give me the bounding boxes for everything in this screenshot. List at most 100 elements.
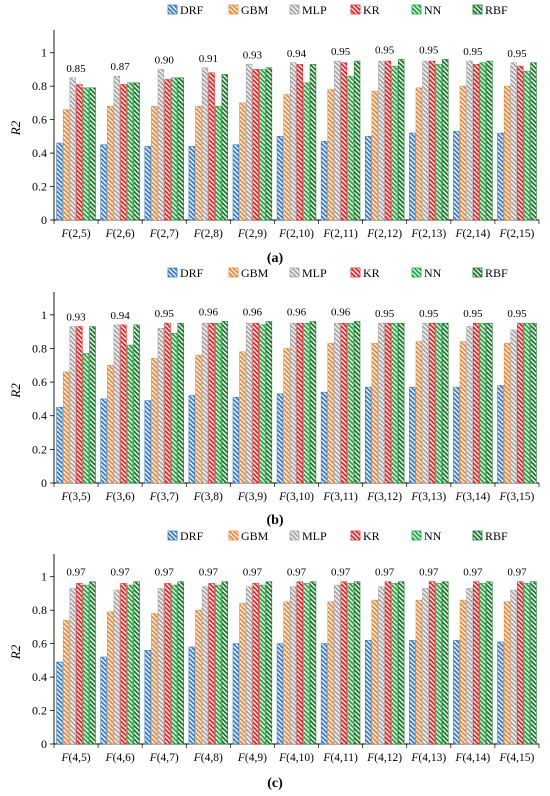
bar-mlp [510, 329, 517, 484]
bar-rbf [530, 581, 537, 745]
bar-nn [479, 583, 486, 745]
category-label: F(2,9) [237, 228, 267, 240]
bar-kr [384, 581, 392, 745]
bar-kr [340, 581, 348, 745]
bar-rbf [133, 324, 140, 484]
data-label: 0.95 [419, 44, 439, 56]
bar-kr [252, 583, 259, 745]
bar-drf [188, 146, 196, 221]
data-label: 0.96 [243, 307, 263, 319]
bar-gbm [107, 105, 114, 221]
data-label: 0.95 [463, 46, 483, 58]
legend-label-kr: KR [363, 529, 380, 543]
category-label: F(4,5) [61, 752, 91, 764]
bar-nn [303, 82, 310, 221]
data-label: 0.93 [243, 49, 263, 61]
bar-drf [364, 639, 372, 745]
bar-kr [208, 322, 215, 484]
bar-mlp [245, 586, 253, 745]
bar-drf [320, 141, 328, 221]
category-label: F(2,11) [322, 228, 358, 240]
bar-gbm [107, 611, 114, 745]
legend-swatch-mlp [289, 4, 300, 15]
bar-gbm [415, 87, 423, 221]
data-label: 0.97 [287, 567, 307, 579]
bar-rbf [353, 581, 361, 745]
category-label: F(4,14) [454, 752, 490, 764]
bar-gbm [195, 609, 202, 745]
bar-nn [170, 77, 178, 221]
bar-gbm [327, 89, 334, 221]
bar-mlp [466, 326, 473, 484]
bar-nn [347, 322, 354, 484]
bar-kr [472, 581, 480, 745]
bar-gbm [459, 341, 467, 484]
bar-rbf [442, 581, 449, 745]
category-label: F(2,7) [149, 228, 179, 240]
bar-kr [208, 72, 215, 221]
bar-drf [409, 639, 416, 745]
bar-nn [82, 584, 90, 745]
bar-kr [120, 84, 127, 221]
bar-drf [232, 144, 240, 221]
category-label: F(2,15) [499, 228, 535, 240]
bar-kr [428, 60, 436, 221]
category-label: F(4,15) [499, 752, 535, 764]
category-label: F(3,5) [61, 491, 91, 503]
y-tick-label: 0.8 [32, 341, 47, 355]
bar-drf [144, 650, 151, 745]
bar-kr [472, 64, 480, 221]
bar-mlp [378, 586, 385, 745]
bar-rbf [530, 62, 537, 221]
category-label: F(3,14) [454, 491, 490, 503]
bar-gbm [283, 601, 290, 745]
bar-rbf [177, 77, 184, 221]
bar-drf [100, 656, 107, 745]
bar-rbf [221, 321, 229, 484]
legend-label-nn: NN [424, 266, 442, 280]
bar-rbf [397, 581, 405, 745]
bar-kr [164, 79, 171, 221]
y-axis-label: R2 [8, 383, 23, 399]
legend-label-mlp: MLP [302, 529, 327, 543]
bar-mlp [157, 69, 165, 221]
legend-label-gbm: GBM [241, 3, 269, 17]
bar-rbf [133, 581, 140, 745]
bar-kr [76, 84, 83, 221]
legend-swatch-drf [167, 267, 178, 278]
bar-nn [391, 322, 398, 484]
y-tick-label: 0.6 [32, 375, 47, 389]
bar-mlp [69, 588, 76, 745]
category-label: F(2,6) [105, 228, 135, 240]
bar-drf [276, 393, 284, 484]
bar-rbf [442, 322, 449, 484]
bar-rbf [177, 322, 184, 484]
y-tick-label: 0.4 [32, 409, 47, 423]
data-label: 0.87 [111, 61, 131, 73]
legend-swatch-gbm [228, 4, 239, 15]
bar-drf [56, 142, 63, 221]
data-label: 0.97 [507, 567, 527, 579]
legend-label-rbf: RBF [485, 266, 508, 280]
category-label: F(3,9) [237, 491, 267, 503]
bar-nn [303, 583, 310, 745]
y-tick-label: 0 [41, 737, 47, 751]
data-label: 0.95 [375, 44, 395, 56]
category-label: F(3,11) [322, 491, 358, 503]
legend-label-gbm: GBM [241, 529, 269, 543]
category-label: F(3,15) [499, 491, 535, 503]
bar-nn [347, 75, 354, 221]
bar-mlp [113, 75, 121, 221]
category-label: F(2,5) [61, 228, 91, 240]
data-label: 0.97 [155, 567, 175, 579]
y-tick-label: 0 [41, 213, 47, 227]
bar-mlp [334, 60, 341, 221]
category-label: F(4,7) [149, 752, 179, 764]
bar-gbm [503, 85, 511, 221]
bar-gbm [327, 343, 334, 484]
bar-gbm [239, 351, 246, 484]
bar-kr [296, 64, 303, 221]
bar-drf [453, 131, 460, 221]
bar-drf [276, 136, 284, 221]
bar-gbm [107, 364, 114, 484]
